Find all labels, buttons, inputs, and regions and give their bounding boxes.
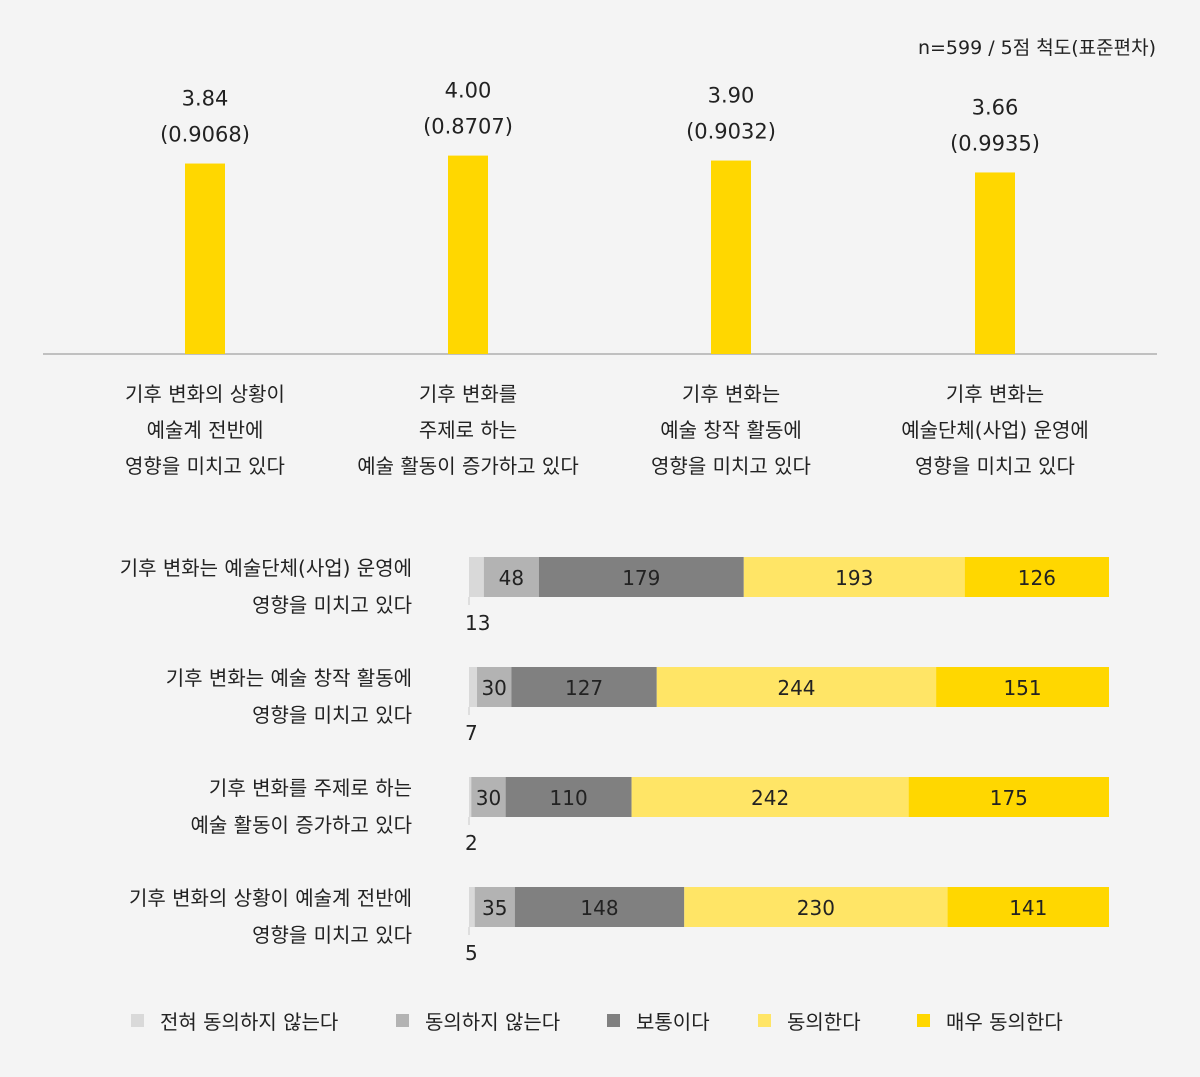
category-label: 기후 변화의 상황이 (125, 382, 285, 406)
category-label: 영향을 미치고 있다 (915, 454, 1075, 478)
stacked-segment (474, 887, 515, 927)
legend-item: 전혀 동의하지 않는다 (131, 1006, 338, 1035)
segment-label: 127 (565, 676, 603, 700)
stacked-segment (469, 667, 478, 707)
segment-label: 148 (580, 896, 618, 920)
stacked-segment (477, 667, 512, 707)
category-label: 영향을 미치고 있다 (252, 593, 412, 617)
legend-label: 동의하지 않는다 (425, 1010, 561, 1034)
stacked-segment (631, 777, 909, 817)
stacked-segment (514, 887, 685, 927)
segment-label: 242 (751, 786, 789, 810)
category-label: 예술 창작 활동에 (660, 418, 802, 442)
category-label: 영향을 미치고 있다 (125, 454, 285, 478)
bar (448, 155, 488, 354)
sd-label: (0.8707) (423, 115, 513, 139)
legend-label: 매우 동의한다 (946, 1010, 1063, 1034)
category-label: 기후 변화는 예술단체(사업) 운영에 (120, 556, 412, 580)
category-label: 기후 변화를 주제로 하는 (209, 776, 412, 800)
sd-label: (0.9032) (686, 120, 776, 144)
segment-label: 193 (835, 566, 873, 590)
segment-label: 5 (465, 941, 478, 965)
legend-label: 보통이다 (636, 1010, 710, 1034)
category-label: 기후 변화를 (419, 382, 517, 406)
stacked-segment (936, 667, 1109, 707)
legend-swatch (758, 1014, 771, 1027)
stacked-segment (743, 557, 965, 597)
segment-label: 48 (499, 566, 524, 590)
stacked-segment (656, 667, 937, 707)
segment-label: 2 (465, 831, 478, 855)
segment-label: 230 (797, 896, 835, 920)
segment-label: 7 (465, 721, 478, 745)
stacked-segment (684, 887, 948, 927)
segment-label: 13 (465, 611, 490, 635)
bar (975, 172, 1015, 354)
stacked-segment (471, 777, 506, 817)
legend-label: 전혀 동의하지 않는다 (160, 1010, 339, 1034)
stacked-segment (469, 557, 484, 597)
legend: 전혀 동의하지 않는다 동의하지 않는다 보통이다 동의한다 매우 동의한다 (0, 1006, 1200, 1036)
category-label: 기후 변화는 예술 창작 활동에 (166, 666, 412, 690)
segment-label: 141 (1009, 896, 1047, 920)
bar (185, 163, 225, 354)
segment-label: 175 (990, 786, 1028, 810)
segment-label: 244 (777, 676, 815, 700)
sd-label: (0.9935) (950, 131, 1040, 155)
legend-item: 동의한다 (758, 1006, 861, 1035)
legend-swatch (607, 1014, 620, 1027)
stacked-segment (908, 777, 1109, 817)
category-label: 영향을 미치고 있다 (252, 923, 412, 947)
sd-label: (0.9068) (160, 123, 250, 147)
stacked-segment (511, 667, 657, 707)
value-label: 3.84 (182, 87, 229, 111)
category-label: 영향을 미치고 있다 (651, 454, 811, 478)
sample-note: n=599 / 5점 척도(표준편차) (917, 37, 1156, 59)
legend-swatch (917, 1014, 930, 1027)
category-label: 영향을 미치고 있다 (252, 703, 412, 727)
category-label: 예술계 전반에 (147, 418, 264, 442)
value-label: 3.90 (708, 84, 755, 108)
stacked-segment (483, 557, 539, 597)
segment-label: 110 (550, 786, 588, 810)
legend-item: 동의하지 않는다 (396, 1006, 560, 1035)
legend-item: 매우 동의한다 (917, 1006, 1063, 1035)
segment-label: 30 (476, 786, 501, 810)
category-label: 기후 변화는 (946, 382, 1044, 406)
category-label: 기후 변화는 (682, 382, 780, 406)
category-label: 예술 활동이 증가하고 있다 (357, 454, 578, 478)
segment-label: 151 (1003, 676, 1041, 700)
stacked-segment (469, 777, 472, 817)
legend-label: 동의한다 (787, 1010, 861, 1034)
legend-item: 보통이다 (607, 1006, 710, 1035)
value-label: 4.00 (445, 79, 492, 103)
legend-swatch (131, 1014, 144, 1027)
category-label: 예술 활동이 증가하고 있다 (191, 813, 412, 837)
stacked-segment (469, 887, 475, 927)
stacked-segment (505, 777, 632, 817)
category-label: 기후 변화의 상황이 예술계 전반에 (129, 886, 412, 910)
segment-label: 35 (482, 896, 507, 920)
stacked-segment (538, 557, 744, 597)
category-label: 주제로 하는 (419, 418, 517, 442)
category-label: 예술단체(사업) 운영에 (901, 418, 1089, 442)
legend-swatch (396, 1014, 409, 1027)
segment-label: 30 (481, 676, 506, 700)
value-label: 3.66 (972, 95, 1019, 119)
segment-label: 126 (1018, 566, 1056, 590)
stacked-segment (964, 557, 1109, 597)
segment-label: 179 (622, 566, 660, 590)
bar (711, 160, 751, 354)
stacked-segment (947, 887, 1109, 927)
